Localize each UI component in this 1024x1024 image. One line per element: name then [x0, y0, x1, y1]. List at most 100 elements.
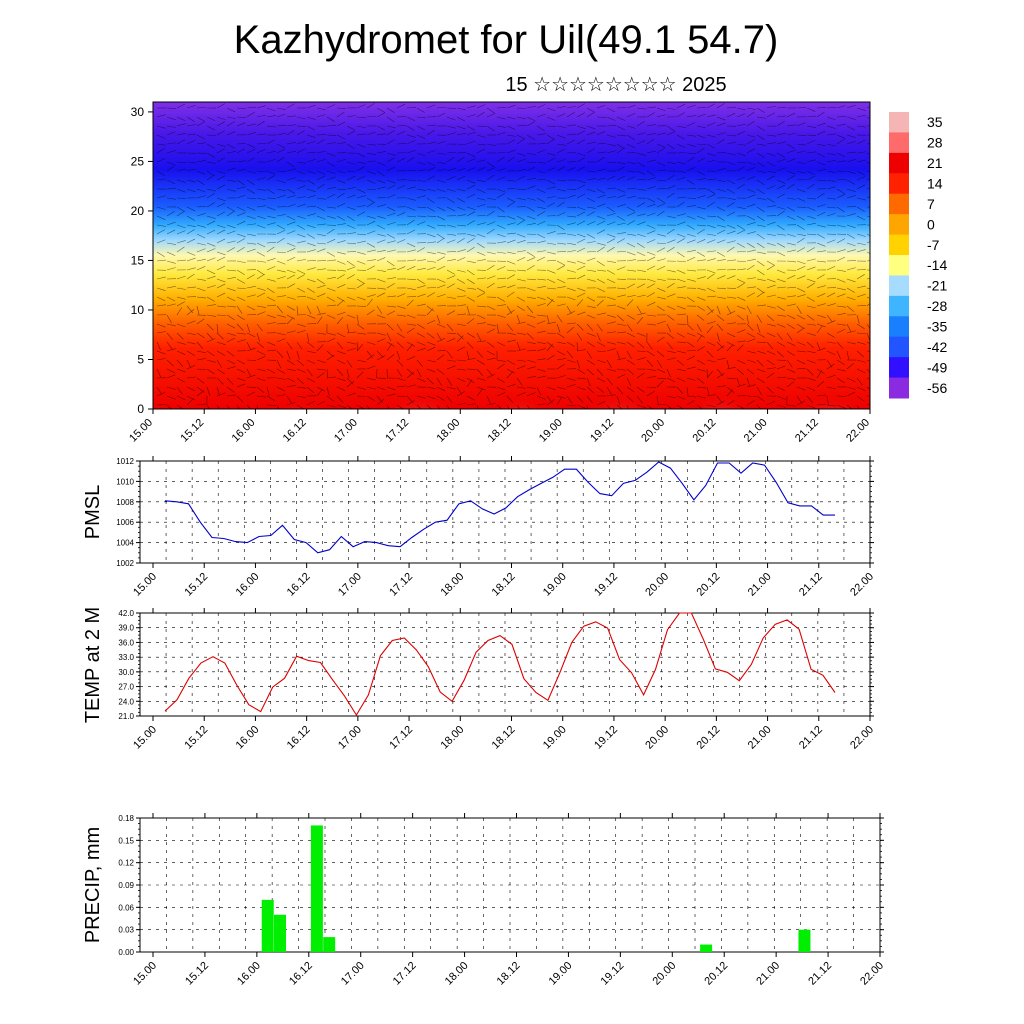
wind-barb	[386, 386, 396, 391]
wind-barb	[636, 341, 645, 348]
wind-barb	[426, 266, 436, 271]
wind-barb	[536, 303, 546, 307]
wind-barb	[746, 188, 756, 193]
wind-barb	[476, 167, 486, 172]
wind-barb	[496, 341, 506, 347]
wind-barb	[476, 233, 486, 238]
wind-barb	[846, 134, 856, 138]
wind-barb	[616, 125, 626, 131]
wind-barb	[306, 125, 316, 131]
wind-barb	[816, 260, 826, 263]
wind-barb	[656, 203, 666, 208]
wind-barb	[746, 111, 755, 118]
wind-barb	[856, 395, 865, 402]
wind-barb	[336, 299, 344, 307]
wind-barb	[476, 314, 486, 320]
wind-barb	[786, 132, 796, 136]
wind-barb	[576, 166, 586, 172]
wind-barb	[626, 233, 636, 236]
wind-barb	[316, 139, 325, 145]
wind-barb	[526, 251, 535, 257]
wind-barb	[416, 116, 426, 119]
wind-barb	[686, 278, 696, 282]
wind-barb	[786, 275, 796, 280]
wind-barb	[766, 175, 776, 181]
wind-barb	[196, 242, 206, 246]
wind-barb	[786, 206, 796, 212]
wind-barb	[426, 188, 436, 192]
wind-barb	[816, 381, 825, 388]
wind-barb	[606, 161, 616, 163]
wind-barb	[536, 197, 546, 203]
wind-barb	[666, 125, 675, 132]
wind-barb	[196, 258, 206, 262]
wind-barb	[676, 286, 686, 289]
wind-barb	[496, 392, 506, 397]
wind-barb	[456, 167, 466, 172]
wind-barb	[856, 107, 866, 111]
wind-barb	[356, 332, 366, 335]
wind-barb	[326, 104, 336, 109]
wind-barb	[496, 260, 506, 262]
wind-barb	[196, 142, 206, 145]
wind-barb	[466, 125, 476, 131]
wind-barb	[856, 332, 866, 335]
wind-barb	[456, 133, 466, 136]
wind-barb	[666, 143, 675, 150]
wind-barb	[396, 130, 406, 136]
wind-barb	[736, 305, 746, 310]
wind-barb	[826, 303, 836, 307]
wind-barb	[446, 206, 456, 212]
wind-barb	[356, 386, 366, 390]
wind-barb	[306, 287, 315, 293]
y-tick-label: 1008	[116, 498, 134, 507]
wind-barb	[326, 354, 335, 361]
wind-barb	[846, 305, 855, 312]
wind-barb	[856, 159, 866, 163]
wind-barb	[806, 206, 816, 211]
wind-barb	[366, 309, 375, 316]
wind-barb	[576, 368, 585, 374]
wind-barb	[216, 332, 224, 340]
wind-barb	[526, 116, 536, 122]
wind-barb	[526, 257, 536, 262]
wind-barb	[586, 125, 596, 130]
wind-barb	[276, 359, 282, 369]
wind-barb	[736, 314, 745, 321]
wind-barb	[506, 251, 516, 255]
wind-barb	[596, 368, 604, 376]
wind-barb	[476, 159, 486, 163]
wind-barb	[246, 188, 255, 194]
wind-barb	[506, 395, 514, 403]
wind-barb	[246, 274, 255, 280]
wind-barb	[666, 192, 675, 199]
wind-barb	[586, 206, 596, 209]
wind-barb	[306, 278, 316, 283]
wind-barb	[796, 305, 802, 314]
wind-barb	[226, 359, 236, 365]
wind-barb	[366, 103, 375, 109]
wind-barb	[526, 296, 536, 299]
wind-barb	[816, 370, 823, 379]
wind-barb	[866, 196, 870, 199]
wind-barb	[186, 229, 195, 235]
wind-barb	[486, 368, 493, 377]
wind-barb	[656, 247, 666, 253]
wind-barb	[216, 143, 226, 147]
x-tick-label: 21.00	[754, 960, 782, 988]
wind-barb	[856, 269, 867, 271]
wind-barb	[436, 106, 446, 109]
wind-barb	[806, 139, 816, 145]
wind-barb	[406, 229, 416, 235]
wind-barb	[276, 224, 286, 230]
wind-barb	[466, 260, 476, 264]
wind-barb	[336, 317, 344, 325]
wind-barb	[846, 224, 856, 229]
x-tick-label: 16.00	[235, 960, 263, 988]
wind-barb	[806, 151, 816, 154]
x-tick-label: 19.12	[599, 960, 627, 988]
wind-barb	[246, 215, 256, 220]
wind-barb	[526, 105, 536, 109]
wind-barb	[516, 250, 526, 253]
wind-barb	[226, 143, 236, 149]
